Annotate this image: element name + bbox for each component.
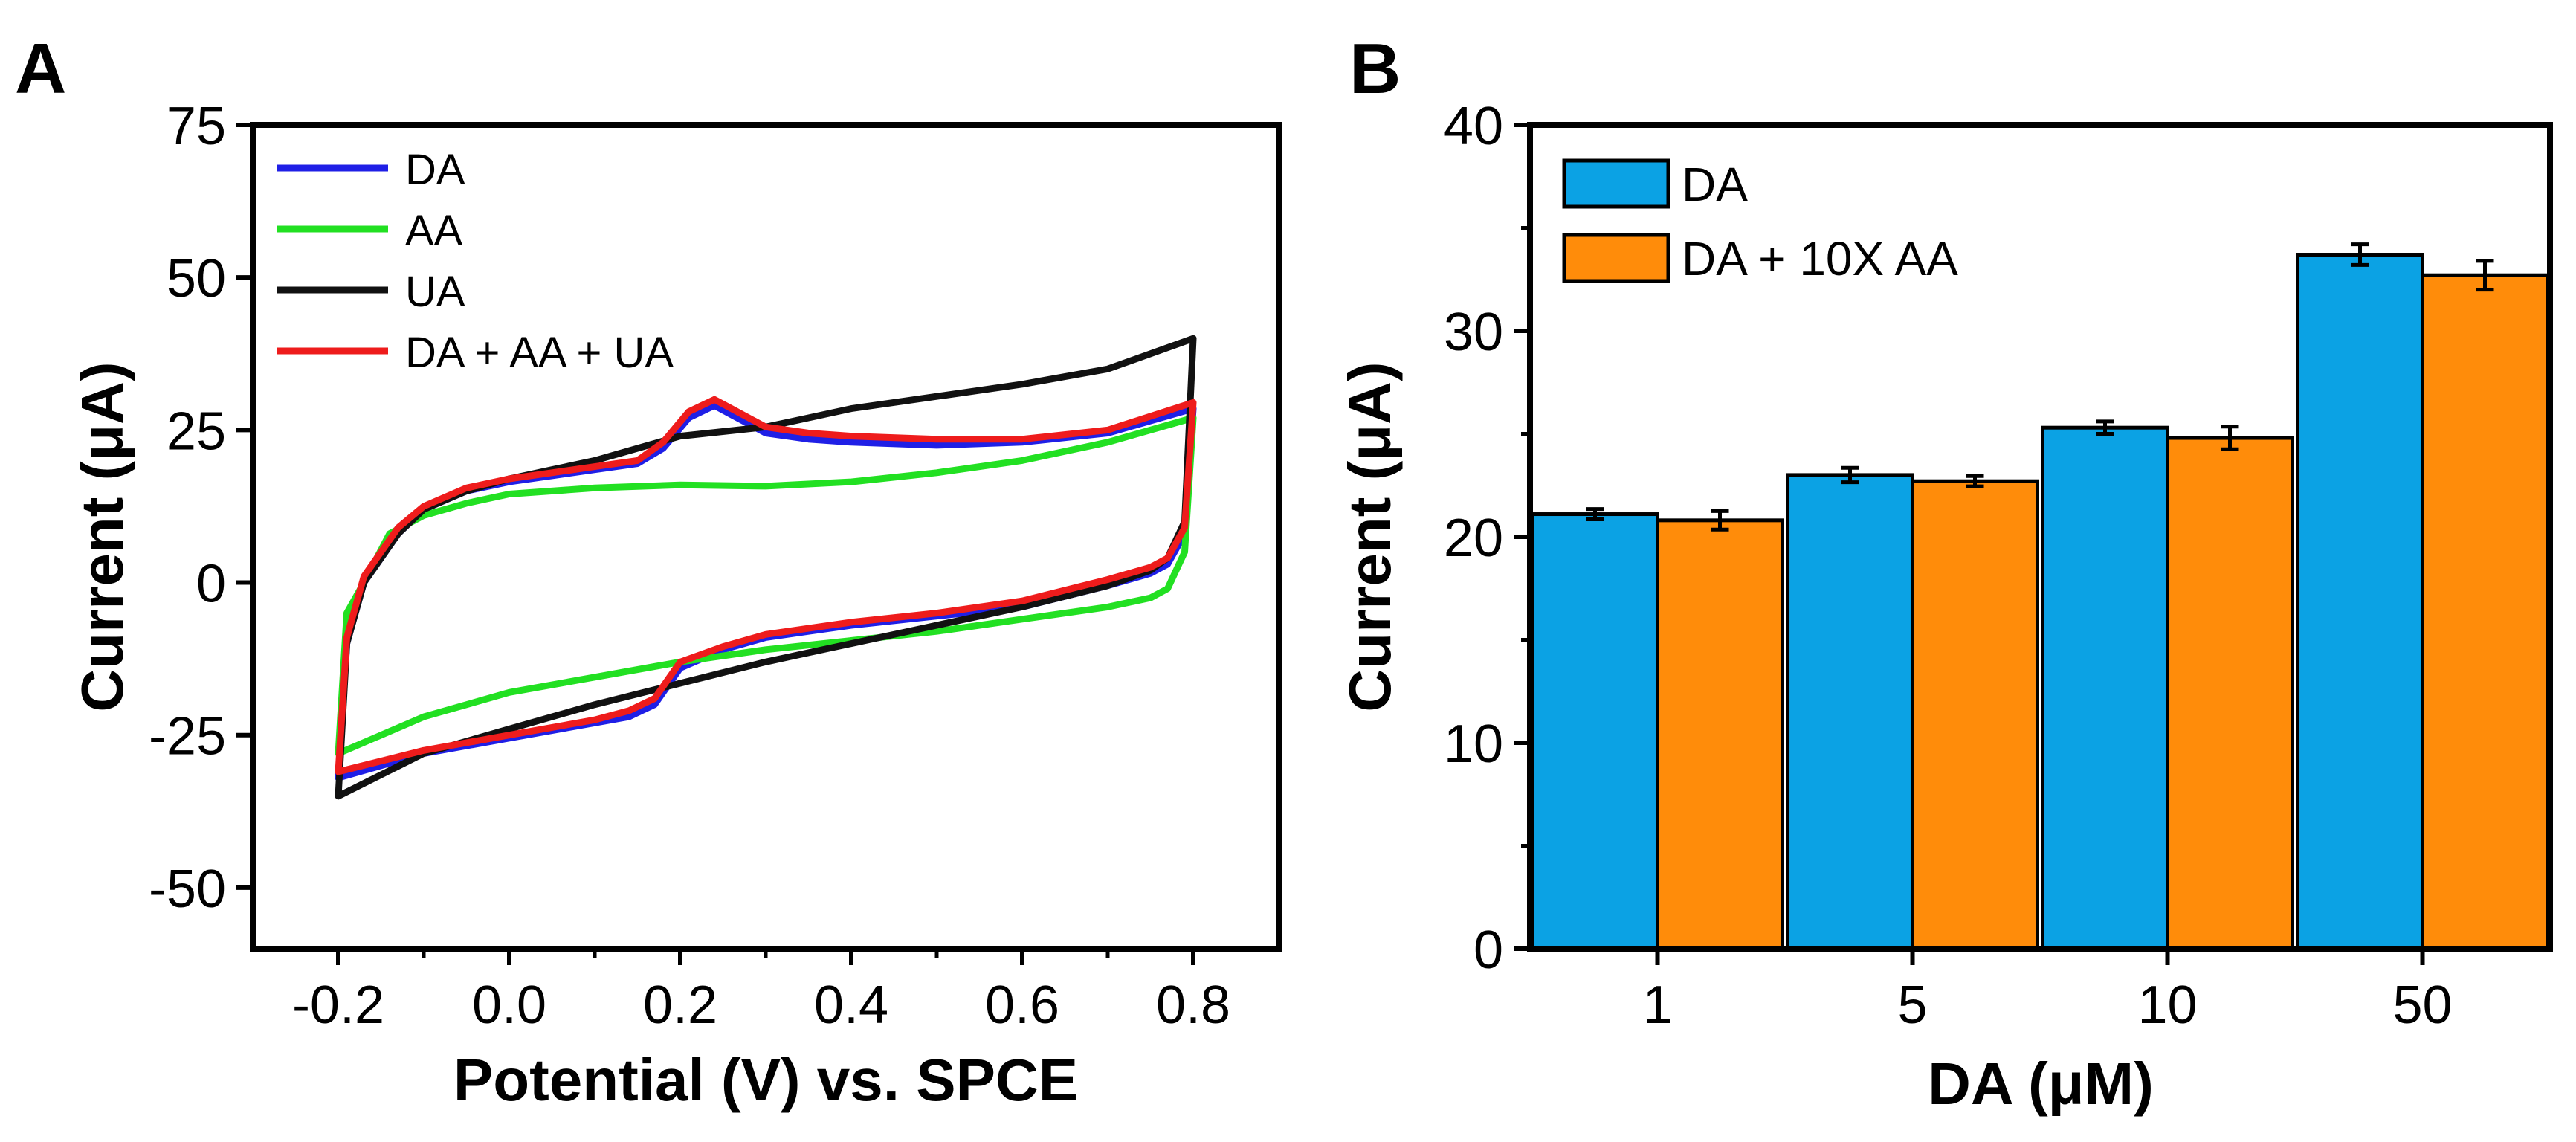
cv-y-tick-label: -50 xyxy=(149,859,226,919)
cv-y-tick-label: 50 xyxy=(167,249,226,309)
cv-plot-frame xyxy=(250,122,1282,952)
bar-x-tick-label: 50 xyxy=(2392,975,2452,1035)
panel-b-label: B xyxy=(1349,29,1401,109)
bar-da-10x-aa-1 xyxy=(1656,518,1784,951)
cv-x-tick-label: -0.2 xyxy=(292,975,384,1035)
bar-legend-label: DA + 10X AA xyxy=(1682,232,1958,286)
cv-y-axis-title: Current (μA) xyxy=(69,361,135,712)
cv-legend-label: DA xyxy=(405,146,465,194)
bar-y-axis-title: Current (μA) xyxy=(1337,361,1403,712)
bar-da-10 xyxy=(2041,425,2169,951)
cv-series-da-aa-ua xyxy=(335,396,1197,775)
bar-plot-frame xyxy=(1527,122,2553,952)
cv-legend: DA AA UA DA + AA + UA xyxy=(277,146,674,377)
cv-x-axis-title: Potential (V) vs. SPCE xyxy=(453,1047,1078,1113)
bar-da-5 xyxy=(1786,473,1914,951)
bar-y-tick-label: 0 xyxy=(1473,920,1503,980)
bar-chart: 0 10 20 30 40 1 5 10 50 DA DA + 10X AA DA (μM) Cu… xyxy=(1337,97,2553,1117)
cv-legend-label: DA + AA + UA xyxy=(405,329,674,377)
cv-y-tick-label: -25 xyxy=(149,707,226,767)
cv-y-tick-label: 25 xyxy=(167,401,226,461)
bar-x-axis-title: DA (μM) xyxy=(1928,1051,2154,1117)
bar-y-tick-label: 10 xyxy=(1444,714,1503,774)
bar-da-10x-aa-50 xyxy=(2421,273,2549,951)
panel-a-label: A xyxy=(15,29,66,109)
bar-da-10x-aa-10 xyxy=(2166,436,2294,951)
bar-y-tick-label: 30 xyxy=(1444,303,1503,362)
bar-y-tick-label: 40 xyxy=(1444,97,1503,156)
cv-series-ua xyxy=(335,335,1197,800)
cv-x-tick-label: 0.2 xyxy=(643,975,717,1035)
cv-y-tick-label: 75 xyxy=(167,97,226,156)
cv-x-tick-label: 0.6 xyxy=(985,975,1059,1035)
cv-legend-label: AA xyxy=(405,207,463,255)
bar-x-tick-label: 1 xyxy=(1642,975,1672,1035)
cv-series-aa xyxy=(335,414,1197,757)
cv-x-tick-label: 0.4 xyxy=(814,975,888,1035)
cv-x-tick-label: 0.8 xyxy=(1156,975,1230,1035)
bar-da-10x-aa-5 xyxy=(1911,479,2039,951)
cv-y-tick-label: 0 xyxy=(196,555,226,614)
bar-legend-swatch xyxy=(1562,233,1670,283)
bar-legend-swatch xyxy=(1562,158,1670,209)
bar-x-tick-label: 5 xyxy=(1897,975,1927,1035)
cv-legend-label: UA xyxy=(405,268,465,316)
bar-da-50 xyxy=(2296,253,2424,951)
bar-x-tick-label: 10 xyxy=(2137,975,2197,1035)
bar-y-tick-label: 20 xyxy=(1444,509,1503,568)
bar-legend: DA DA + 10X AA xyxy=(1562,158,1958,286)
bar-legend-label: DA xyxy=(1682,158,1748,211)
bar-da-1 xyxy=(1531,512,1659,951)
cv-x-tick-label: 0.0 xyxy=(472,975,546,1035)
